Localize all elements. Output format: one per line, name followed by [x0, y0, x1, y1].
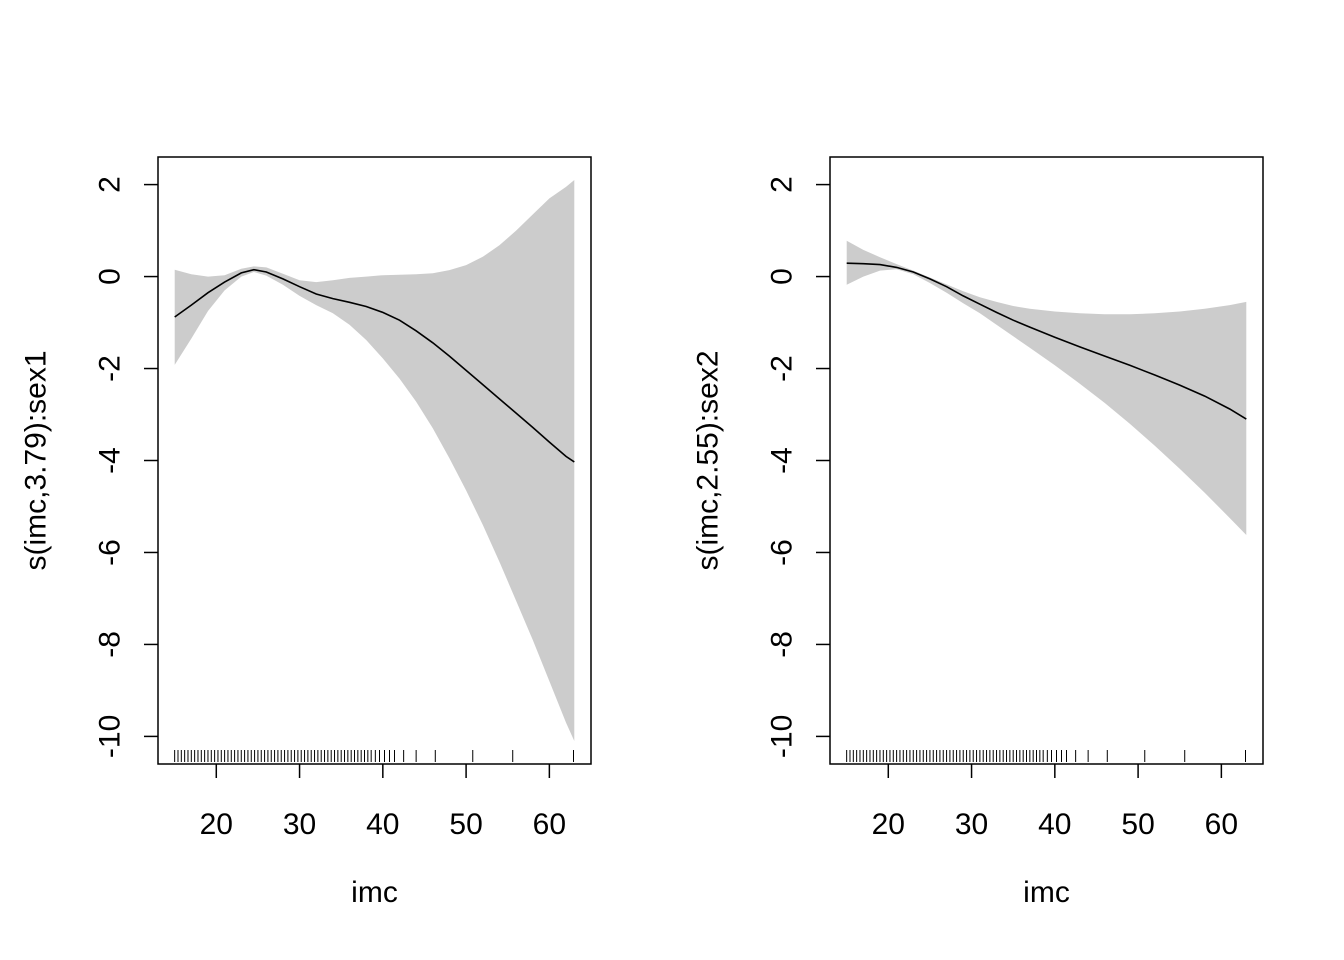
smooth-fit-line	[174, 268, 575, 463]
x-axis: 20 30 40 50 60	[872, 764, 1238, 841]
smooth-panel-sex2: 20 30 40 50 6020-2-4-6-8-10imcs(imc,2.55):se…	[692, 156, 1264, 909]
y-tick-label: -8	[766, 631, 799, 658]
y-tick-label: 2	[94, 176, 127, 193]
x-tick-label: 40	[366, 808, 399, 841]
y-tick-label: -4	[766, 447, 799, 474]
rug	[846, 750, 1247, 762]
confidence-band	[174, 180, 575, 741]
y-axis: 2 0 -2 -4 -6 -8 -10	[766, 176, 830, 758]
x-tick-label: 30	[955, 808, 988, 841]
x-tick-label: 60	[1205, 808, 1238, 841]
y-tick-label: 0	[94, 268, 127, 285]
x-tick-label: 60	[533, 808, 566, 841]
y-tick-label: -4	[94, 447, 127, 474]
y-tick-label: -10	[766, 715, 799, 758]
y-axis-title: s(imc,3.79):sex1	[20, 350, 53, 570]
x-tick-label: 20	[872, 808, 905, 841]
y-axis: 2 0 -2 -4 -6 -8 -10	[94, 176, 158, 758]
y-tick-label: -2	[94, 355, 127, 382]
y-tick-label: 0	[766, 268, 799, 285]
x-tick-label: 30	[283, 808, 316, 841]
smooth-panel-sex1: 20 30 40 50 6020-2-4-6-8-10imcs(imc,3.79):se…	[20, 156, 592, 909]
x-axis-title: imc	[1023, 876, 1070, 909]
y-axis-title: s(imc,2.55):sex2	[692, 350, 725, 570]
confidence-band	[846, 240, 1247, 535]
x-tick-label: 40	[1038, 808, 1071, 841]
y-tick-label: -10	[94, 715, 127, 758]
y-tick-label: 2	[766, 176, 799, 193]
y-tick-label: -6	[766, 539, 799, 566]
x-tick-label: 50	[449, 808, 482, 841]
x-tick-label: 50	[1121, 808, 1154, 841]
smooth-fit-line	[846, 262, 1247, 420]
x-axis-title: imc	[351, 876, 398, 909]
y-tick-label: -2	[766, 355, 799, 382]
y-tick-label: -6	[94, 539, 127, 566]
x-tick-label: 20	[200, 808, 233, 841]
x-axis: 20 30 40 50 60	[200, 764, 566, 841]
y-tick-label: -8	[94, 631, 127, 658]
rug	[174, 750, 575, 762]
